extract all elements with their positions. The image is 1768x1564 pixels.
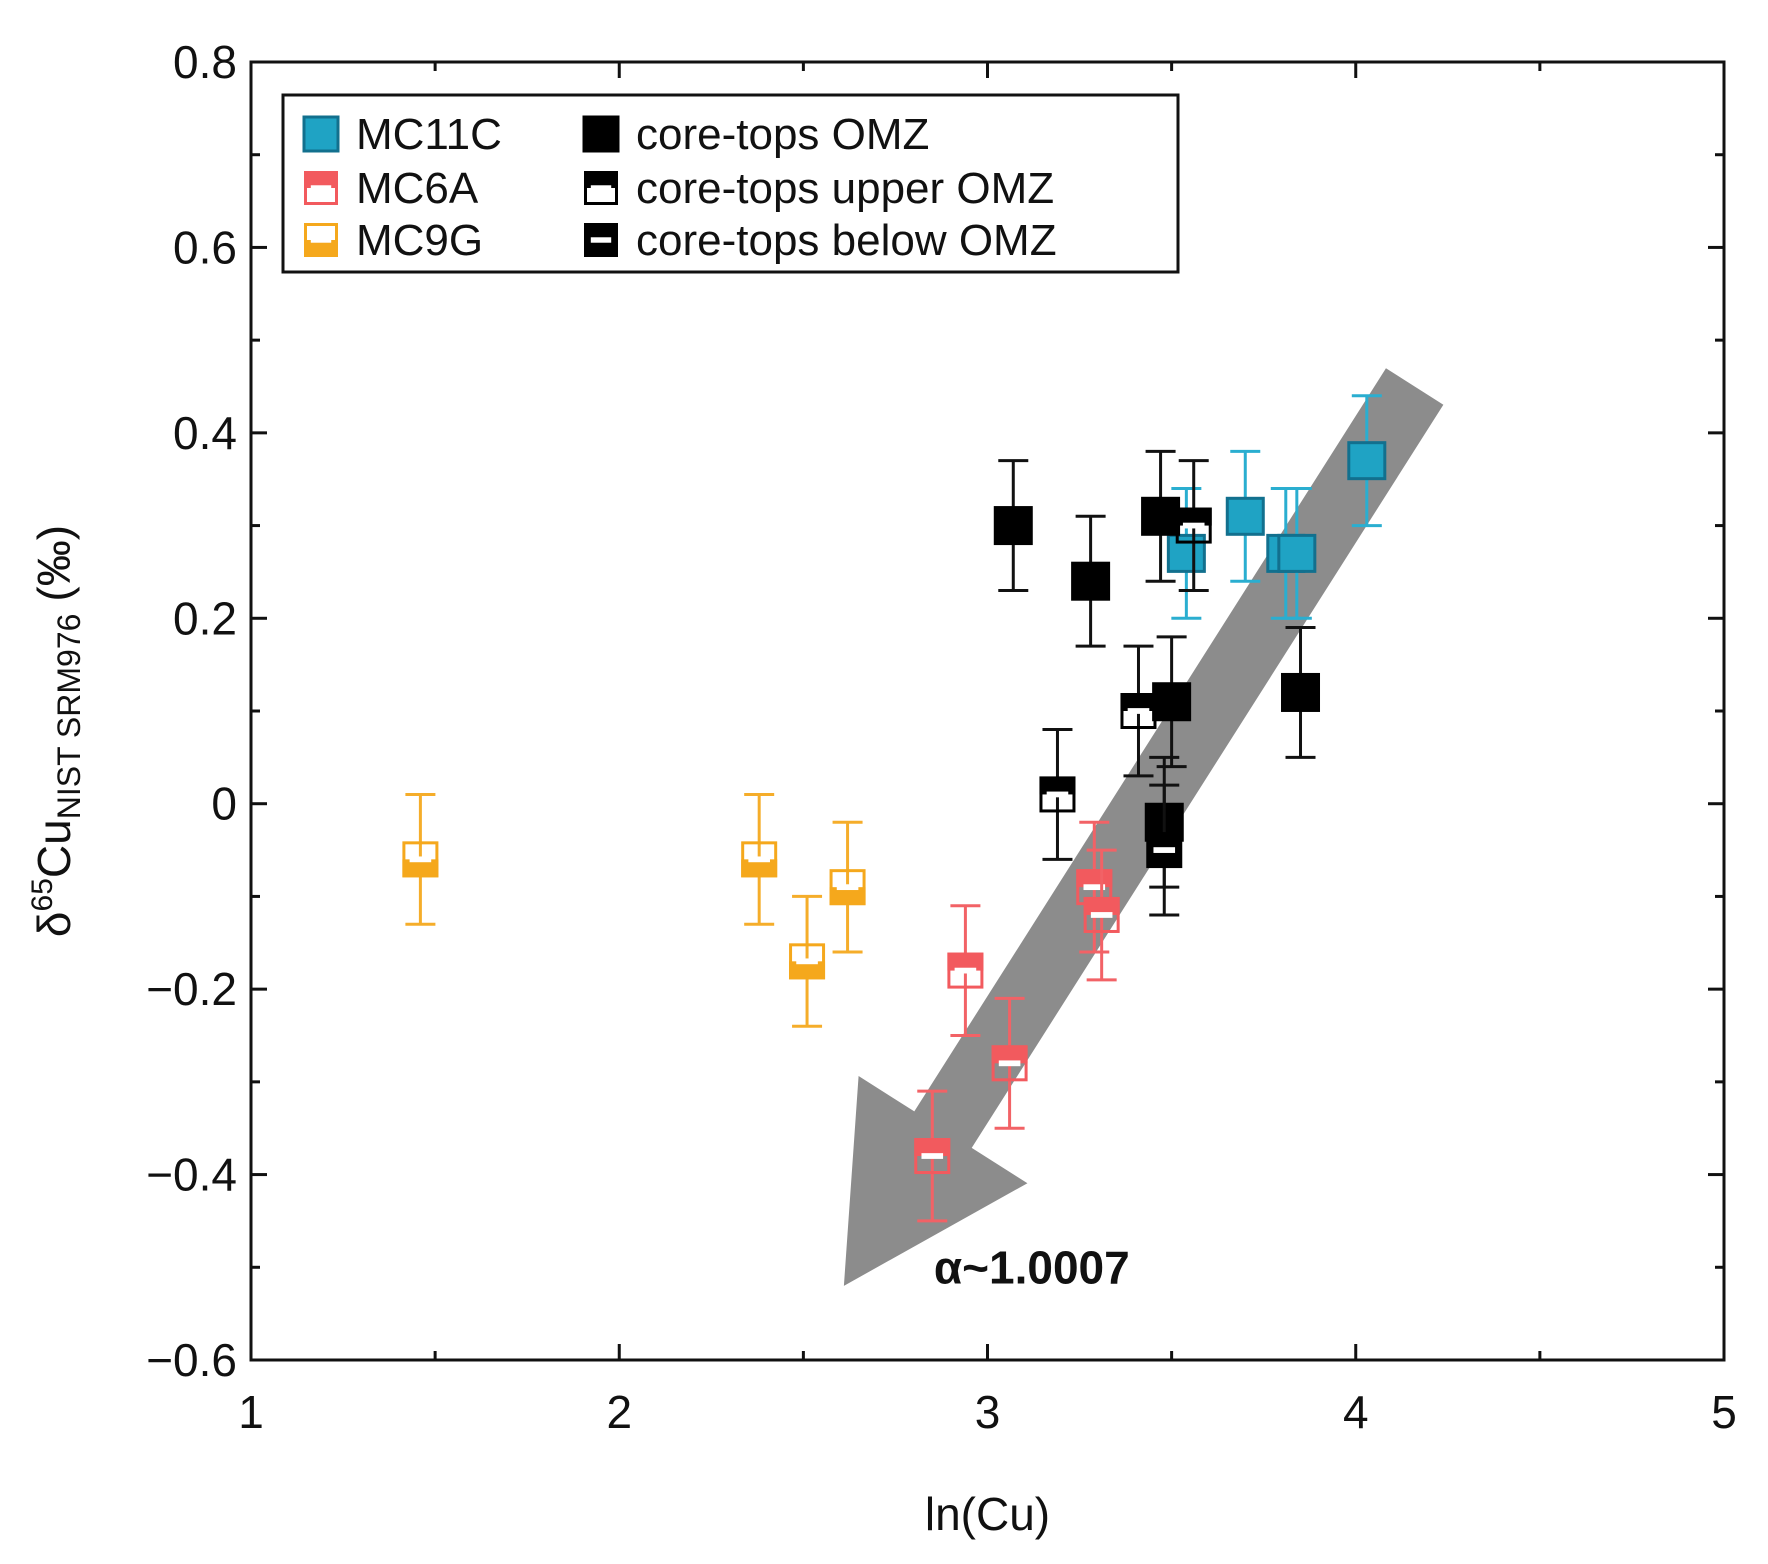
series-core-tops-upper-omz [1039, 459, 1212, 861]
legend-item: MC9G [304, 216, 483, 265]
y-tick-label: 0 [211, 778, 237, 830]
legend-marker-mark [590, 185, 612, 191]
legend-label: MC9G [356, 216, 483, 265]
legend-label: core-tops below OMZ [636, 216, 1057, 265]
y-tick-label: 0.6 [173, 221, 237, 273]
data-point-mark [748, 856, 770, 863]
legend-box [281, 93, 1180, 274]
data-point [1152, 682, 1192, 722]
y-tick-label: 0.4 [173, 407, 237, 459]
y-axis-title-sup: 65 [26, 878, 59, 911]
data-point-fill [1120, 693, 1157, 711]
legend-label: core-tops upper OMZ [636, 164, 1054, 213]
data-point [1039, 776, 1076, 813]
y-tick-label: 0.8 [173, 36, 237, 88]
data-point [993, 506, 1033, 546]
data-point [1175, 507, 1212, 544]
y-axis-title-main: Cu [28, 819, 80, 878]
data-point [1141, 496, 1181, 536]
data-point-fill [829, 887, 866, 906]
data-point-mark [921, 1153, 944, 1159]
legend-marker [302, 115, 340, 153]
data-point-fill [1175, 507, 1212, 526]
data-point-fill [789, 961, 826, 980]
data-point-mark [1090, 912, 1113, 918]
data-point [947, 952, 984, 989]
legend-item: MC6A [304, 164, 479, 213]
legend-marker-mark [310, 237, 332, 243]
legend-marker-fill [304, 240, 338, 257]
legend-marker [304, 223, 338, 257]
legend-item: core-tops OMZ [582, 110, 929, 159]
data-point-fill [402, 859, 439, 878]
x-tick-label: 1 [238, 1386, 264, 1438]
data-point [1281, 672, 1321, 712]
data-point [741, 841, 778, 878]
x-tick-label: 4 [1343, 1386, 1369, 1438]
data-point-mark [1182, 522, 1205, 529]
legend-marker-fill [304, 171, 338, 188]
legend-item: core-tops below OMZ [584, 216, 1057, 265]
y-tick-label: −0.4 [146, 1149, 237, 1201]
data-point-mark [1083, 884, 1106, 891]
data-point [1225, 496, 1265, 536]
legend-marker [584, 171, 618, 205]
data-point-fill [1039, 776, 1076, 795]
series-mc6a [914, 820, 1120, 1223]
axis-ticks: 1 2 3 4 5 −0.6 −0.4 −0.2 0 0.2 0.4 0.6 0.8 [146, 36, 1737, 1438]
y-axis-title-delta: δ [28, 911, 80, 937]
data-point [1120, 693, 1157, 729]
y-tick-label: −0.6 [146, 1334, 237, 1386]
legend-item: MC11C [302, 110, 502, 159]
legend-item: core-tops upper OMZ [584, 164, 1054, 213]
data-point-fill [1076, 869, 1113, 888]
x-tick-label: 3 [975, 1386, 1001, 1438]
data-point-mark [409, 856, 432, 863]
data-point-fill [741, 859, 778, 878]
legend-marker-mark [310, 185, 332, 191]
fractionation-factor-label: α~1.0007 [934, 1241, 1130, 1293]
data-points [402, 394, 1387, 1223]
data-point-fill [914, 1138, 951, 1157]
data-point [1071, 561, 1111, 601]
data-point [789, 943, 826, 980]
data-point-mark [1153, 847, 1176, 853]
data-point [1083, 896, 1120, 933]
y-tick-label: −0.2 [146, 963, 237, 1015]
data-point-mark [796, 958, 818, 965]
data-point [1347, 441, 1387, 481]
data-point [991, 1045, 1028, 1082]
legend-marker-fill [584, 171, 618, 188]
data-point [914, 1138, 951, 1175]
x-axis-title: ln(Cu) [925, 1488, 1050, 1540]
data-point-mark [1046, 791, 1069, 798]
legend-marker-mark [590, 237, 612, 243]
legend-label: MC11C [356, 110, 502, 159]
legend-marker [304, 171, 338, 205]
legend-marker [582, 115, 620, 153]
data-point [402, 841, 439, 878]
data-point-mark [836, 884, 859, 891]
data-point-mark [954, 967, 977, 974]
data-point-mark [998, 1060, 1021, 1067]
series-core-tops-below-omz [1146, 783, 1183, 917]
y-axis-title: δ65CuNIST SRM976 (‰) [26, 525, 87, 937]
y-tick-label: 0.2 [173, 592, 237, 644]
data-point-mark [1127, 708, 1150, 714]
data-point-fill [991, 1045, 1028, 1064]
series-mc11c [1166, 394, 1387, 620]
data-point-fill [947, 952, 984, 971]
y-axis-title-unit: (‰) [28, 525, 80, 602]
legend-label: MC6A [356, 164, 479, 213]
x-tick-label: 5 [1711, 1386, 1737, 1438]
data-point [1277, 533, 1317, 573]
legend-label: core-tops OMZ [636, 110, 929, 159]
y-axis-title-sub: NIST SRM976 [51, 614, 87, 820]
x-tick-label: 2 [606, 1386, 632, 1438]
data-point [829, 869, 866, 906]
series-mc9g [402, 792, 866, 1028]
data-point-fill [1083, 896, 1120, 915]
